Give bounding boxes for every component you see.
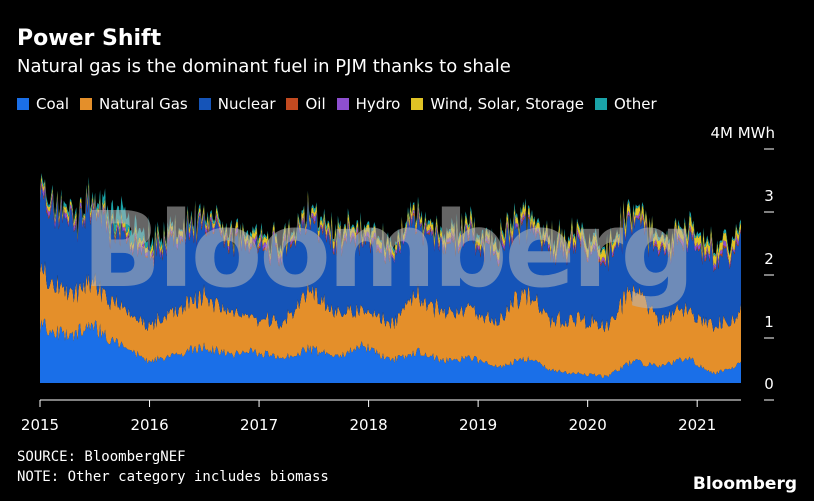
legend-label: Natural Gas — [99, 95, 188, 113]
x-tick-label: 2018 — [350, 416, 388, 434]
legend-item-wind-solar-storage: Wind, Solar, Storage — [411, 95, 584, 113]
chart-subtitle: Natural gas is the dominant fuel in PJM … — [17, 56, 511, 77]
legend-swatch — [286, 98, 299, 110]
chart-title: Power Shift — [17, 26, 162, 51]
y-tick-label: 3 — [764, 187, 774, 205]
y-tick-label: 2 — [764, 250, 774, 268]
y-axis-unit-label: 4M MWh — [710, 124, 775, 142]
legend-label: Coal — [36, 95, 70, 113]
legend-item-natural-gas: Natural Gas — [80, 95, 188, 113]
x-tick-label: 2016 — [130, 416, 168, 434]
y-tick-label: 0 — [764, 375, 774, 393]
legend-swatch — [80, 98, 93, 110]
x-tick-label: 2019 — [459, 416, 497, 434]
legend-swatch — [336, 98, 349, 110]
legend: Coal Natural Gas Nuclear Oil Hydro Wind, Sola… — [17, 95, 668, 113]
legend-label: Wind, Solar, Storage — [430, 95, 585, 113]
source-note: SOURCE: BloombergNEF — [17, 449, 186, 465]
legend-label: Nuclear — [217, 95, 276, 113]
x-tick-label: 2015 — [21, 416, 59, 434]
series-area-hydro — [40, 180, 741, 273]
bloomberg-logo: Bloomberg — [692, 474, 797, 494]
legend-swatch — [17, 98, 29, 110]
series-area-wind-solar-storage — [40, 174, 741, 269]
legend-item-coal: Coal — [17, 95, 69, 113]
legend-item-other: Other — [595, 95, 657, 113]
series-area-nuclear — [40, 186, 741, 333]
x-tick-label: 2021 — [678, 416, 716, 434]
x-tick-label: 2017 — [240, 416, 278, 434]
legend-label: Oil — [305, 95, 326, 113]
legend-label: Hydro — [355, 95, 401, 113]
legend-swatch — [595, 98, 608, 110]
footnote: NOTE: Other category includes biomass — [17, 469, 329, 485]
legend-item-oil: Oil — [286, 95, 326, 113]
y-tick-label: 1 — [764, 313, 774, 331]
x-tick-label: 2020 — [569, 416, 607, 434]
legend-item-nuclear: Nuclear — [198, 95, 276, 113]
legend-swatch — [411, 98, 424, 110]
watermark-logo: Bloomberg — [82, 189, 692, 311]
legend-label: Other — [614, 95, 657, 113]
series-area-coal — [40, 318, 741, 383]
legend-swatch — [198, 98, 211, 110]
series-area-natural-gas — [40, 261, 741, 379]
series-area-other — [40, 173, 741, 262]
legend-item-hydro: Hydro — [336, 95, 401, 113]
